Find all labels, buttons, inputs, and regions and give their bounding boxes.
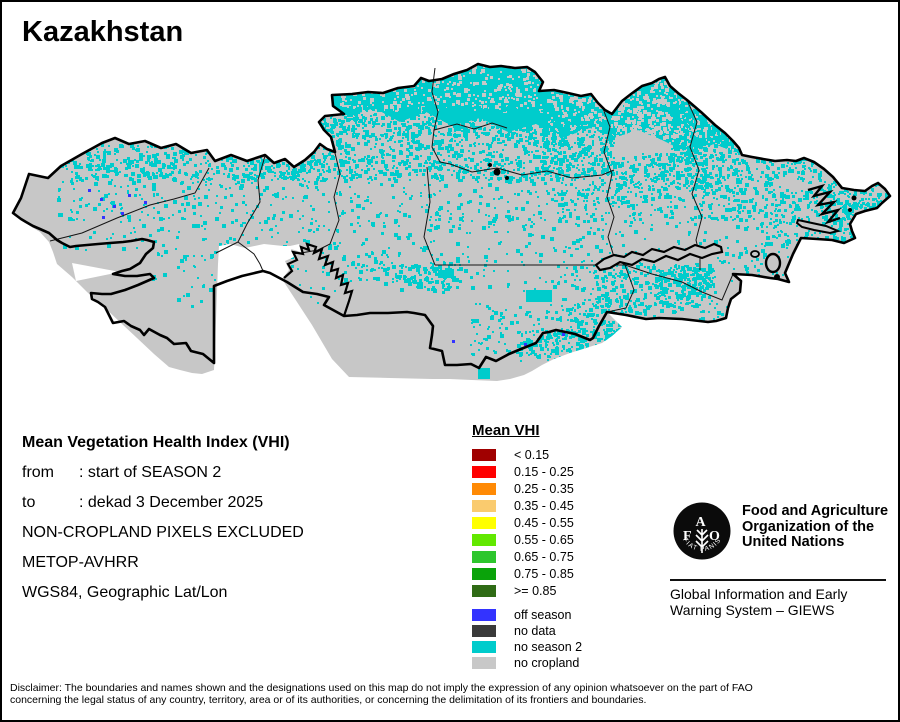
legend-swatch: [472, 482, 496, 495]
legend-row: no cropland: [472, 655, 582, 671]
vhi-legend: Mean VHI < 0.15 0.15 - 0.25 0.25 - 0.35 0.3…: [472, 422, 582, 671]
oblast-borders: [49, 67, 734, 313]
legend-row: 0.35 - 0.45: [472, 497, 582, 514]
bukhtarma-reservoir: [795, 218, 842, 235]
disclaimer-line-2: concerning the legal status of any count…: [10, 693, 647, 706]
legend-row: >= 0.85: [472, 582, 582, 599]
small-lake: [493, 168, 501, 176]
legend-row: off season: [472, 607, 582, 623]
fao-logo-letter-o: O: [709, 529, 720, 544]
legend-swatch: [472, 641, 496, 653]
legend-row: 0.45 - 0.55: [472, 514, 582, 531]
legend-row: < 0.15: [472, 446, 582, 463]
legend-row: 0.15 - 0.25: [472, 463, 582, 480]
giews-name: Global Information and Early Warning Syst…: [670, 586, 848, 618]
country-border: [11, 62, 892, 370]
info-extra-lines: NON-CROPLAND PIXELS EXCLUDED METOP-AVHRR W…: [22, 518, 304, 608]
disclaimer: Disclaimer: The boundaries and names sho…: [10, 682, 753, 706]
legend-label: 0.45 - 0.55: [514, 515, 574, 530]
disclaimer-line-1: Disclaimer: The boundaries and names sho…: [10, 682, 753, 694]
legend-label: no cropland: [514, 656, 580, 670]
info-period-row: to: dekad 3 December 2025: [22, 494, 264, 511]
legend-title: Mean VHI: [472, 422, 540, 439]
legend-swatch: [472, 448, 496, 461]
legend-swatch: [472, 465, 496, 478]
small-lake: [774, 274, 780, 280]
lake-zaysan: [807, 183, 842, 225]
lakes: [488, 163, 857, 280]
info-line: WGS84, Geographic Lat/Lon: [22, 584, 228, 601]
legend-label: 0.25 - 0.35: [514, 481, 574, 496]
info-heading: Mean Vegetation Health Index (VHI): [22, 434, 290, 451]
lake-sasykkol: [750, 250, 760, 258]
legend-label: < 0.15: [514, 447, 550, 462]
legend-status-rows: off season no data no season 2 no cropland: [472, 607, 582, 671]
caspian-sea: [72, 263, 120, 281]
legend-swatch: [472, 609, 496, 621]
map-info-block: Mean Vegetation Health Index (VHI) from:…: [22, 428, 304, 608]
small-lake: [488, 163, 492, 167]
legend-swatch: [472, 499, 496, 512]
fao-divider-line: [670, 579, 886, 581]
legend-label: 0.15 - 0.25: [514, 464, 574, 479]
legend-label: no data: [514, 624, 556, 638]
legend-swatch: [472, 516, 496, 529]
page-title: Kazakhstan: [22, 16, 184, 48]
legend-label: 0.35 - 0.45: [514, 498, 574, 513]
legend-label: >= 0.85: [514, 583, 557, 598]
legend-swatch: [472, 657, 496, 669]
legend-label: 0.65 - 0.75: [514, 549, 574, 564]
small-lake: [848, 208, 852, 212]
legend-swatch: [472, 625, 496, 637]
fao-org-name: Food and Agriculture Organization of the U…: [742, 503, 889, 550]
legend-row: 0.75 - 0.85: [472, 565, 582, 582]
legend-label: 0.75 - 0.85: [514, 566, 574, 581]
legend-row: 0.55 - 0.65: [472, 531, 582, 548]
legend-vhi-rows: < 0.15 0.15 - 0.25 0.25 - 0.35 0.35 - 0.45 0…: [472, 446, 582, 599]
aral-sea-coast: [283, 242, 354, 317]
small-lake: [851, 195, 857, 201]
legend-row: no season 2: [472, 639, 582, 655]
lake-alakol: [764, 252, 782, 274]
legend-swatch: [472, 567, 496, 580]
legend-label: 0.55 - 0.65: [514, 532, 574, 547]
lake-balkhash: [594, 242, 724, 272]
legend-row: 0.65 - 0.75: [472, 548, 582, 565]
info-period-row: from: start of SEASON 2: [22, 464, 222, 481]
small-lake: [505, 176, 509, 180]
legend-label: off season: [514, 608, 572, 622]
info-line: METOP-AVHRR: [22, 554, 139, 571]
info-period-rows: from: start of SEASON 2 to: dekad 3 Decem…: [22, 458, 304, 518]
legend-row: no data: [472, 623, 582, 639]
legend-swatch: [472, 533, 496, 546]
legend-row: 0.25 - 0.35: [472, 480, 582, 497]
legend-swatch: [472, 584, 496, 597]
info-line: NON-CROPLAND PIXELS EXCLUDED: [22, 524, 304, 541]
legend-swatch: [472, 550, 496, 563]
fao-logo-icon: F A O FIAT PANIS: [673, 502, 731, 560]
wheat-ear-icon: [695, 529, 709, 553]
fao-logo-letter-a: A: [696, 515, 707, 530]
fao-logo-letter-f: F: [683, 529, 692, 544]
legend-label: no season 2: [514, 640, 583, 654]
